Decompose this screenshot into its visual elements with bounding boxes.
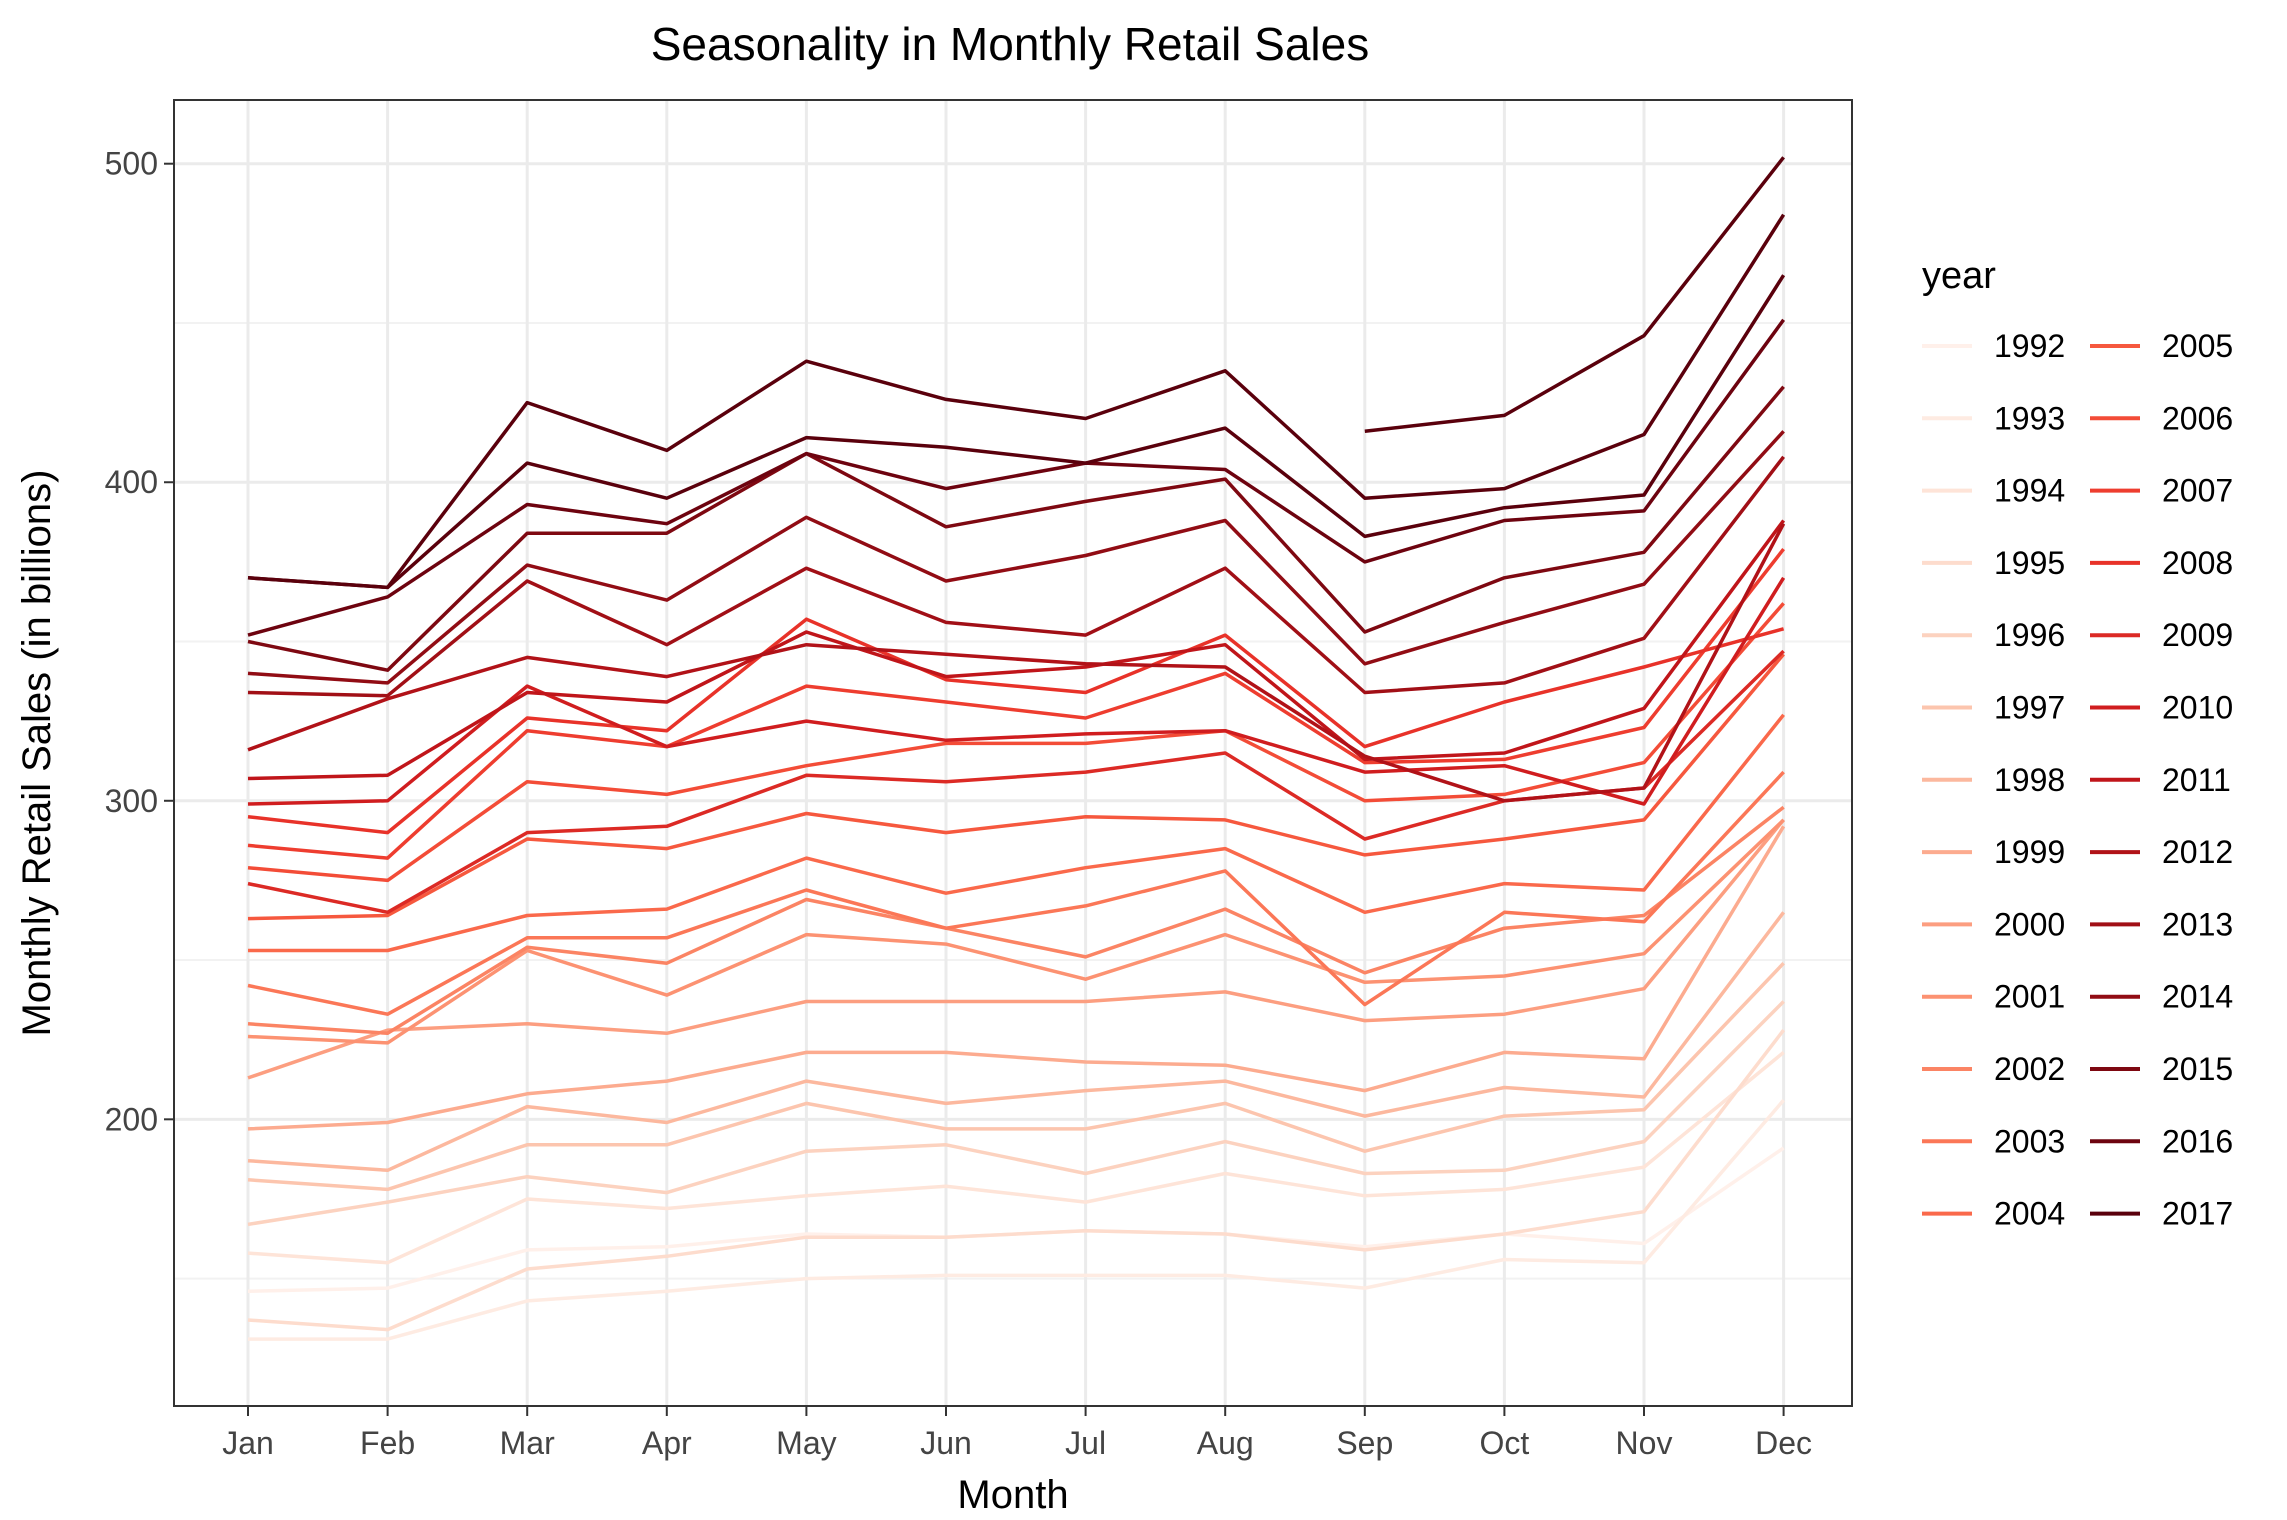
series-line-1996 <box>247 1000 1785 1227</box>
legend-label-2017: 2017 <box>2162 1196 2233 1232</box>
series-line-2007 <box>247 548 1785 860</box>
legend-title: year <box>1922 255 1996 297</box>
x-tick-label: Nov <box>1616 1425 1673 1461</box>
series-line-2017 <box>247 274 1786 590</box>
legend-label-2016: 2016 <box>2162 1123 2233 1159</box>
legend-label-2011: 2011 <box>2162 762 2231 798</box>
legend-label-2010: 2010 <box>2162 690 2233 726</box>
x-tick-label: Aug <box>1197 1425 1254 1461</box>
axes: 200 300 400 500 Jan Feb Mar Apr May Jun Jul Aug Sep O… <box>105 146 1812 1461</box>
legend-label-1994: 1994 <box>1994 473 2065 509</box>
legend-label-1998: 1998 <box>1994 762 2065 798</box>
x-tick-label: Dec <box>1755 1425 1812 1461</box>
legend-label-2006: 2006 <box>2162 400 2233 436</box>
series-line-2015 <box>247 385 1785 672</box>
legend-label-1995: 1995 <box>1994 545 2065 581</box>
legend-label-2007: 2007 <box>2162 473 2233 509</box>
series-line-2003 <box>247 770 1785 1016</box>
x-tick-label: May <box>776 1425 836 1461</box>
series-line-2001 <box>247 818 1785 1045</box>
x-tick-label: Apr <box>642 1425 692 1461</box>
series-line-2006 <box>247 602 1785 883</box>
x-axis-title: Month <box>957 1473 1068 1517</box>
series-line-2008 <box>247 617 1785 835</box>
legend-label-1992: 1992 <box>1994 328 2065 364</box>
legend-label-2004: 2004 <box>1994 1196 2065 1232</box>
legend-label-2014: 2014 <box>2162 979 2233 1015</box>
series-line-2013 <box>247 455 1785 698</box>
series-line-extra-27 <box>1364 156 1785 434</box>
series-lines <box>247 156 1786 1341</box>
series-line-extra-26 <box>247 213 1786 590</box>
series-line-1998 <box>247 911 1785 1173</box>
series-line-1999 <box>247 825 1786 1131</box>
plot-panel <box>173 99 1853 1407</box>
series-line-1993 <box>248 1099 1785 1341</box>
x-tick-label: Mar <box>500 1425 555 1461</box>
legend-label-1999: 1999 <box>1994 834 2065 870</box>
series-line-2002 <box>247 805 1785 1036</box>
x-tick-label: Feb <box>360 1425 415 1461</box>
series-line-2016 <box>247 318 1786 637</box>
legend-label-1996: 1996 <box>1994 617 2065 653</box>
series-line-2005 <box>247 653 1785 921</box>
x-tick-label: Oct <box>1480 1425 1530 1461</box>
x-tick-label: Sep <box>1336 1425 1393 1461</box>
legend-label-1997: 1997 <box>1994 690 2065 726</box>
x-tick-label: Jun <box>920 1425 972 1461</box>
legend-label-2008: 2008 <box>2162 545 2233 581</box>
series-line-2004 <box>248 713 1785 953</box>
y-tick-label: 400 <box>105 464 158 500</box>
legend-label-2009: 2009 <box>2162 617 2233 653</box>
x-tick-label: Jan <box>222 1425 274 1461</box>
legend-label-2003: 2003 <box>1994 1123 2065 1159</box>
series-line-2000 <box>247 818 1785 1080</box>
legend: 1992 1993 1994 1995 1996 1997 1998 1999 2000 2001… <box>1922 328 2233 1232</box>
legend-label-2001: 2001 <box>1994 979 2065 1015</box>
series-line-2014 <box>247 430 1785 685</box>
y-tick-label: 200 <box>105 1101 158 1137</box>
series-line-1995 <box>247 1029 1785 1332</box>
x-tick-label: Jul <box>1065 1425 1106 1461</box>
series-line-1994 <box>247 1051 1785 1265</box>
series-line-2011 <box>247 519 1786 781</box>
legend-label-2005: 2005 <box>2162 328 2233 364</box>
chart-title: Seasonality in Monthly Retail Sales <box>651 18 1369 70</box>
series-line-1997 <box>247 961 1785 1192</box>
legend-label-2015: 2015 <box>2162 1051 2233 1087</box>
series-line-2012 <box>247 522 1786 803</box>
legend-label-2013: 2013 <box>2162 906 2233 942</box>
legend-label-1993: 1993 <box>1994 400 2065 436</box>
legend-label-2012: 2012 <box>2162 834 2233 870</box>
y-tick-label: 500 <box>105 146 158 182</box>
legend-label-2000: 2000 <box>1994 906 2065 942</box>
y-axis-title: Monthly Retail Sales (in billions) <box>15 470 59 1037</box>
legend-label-2002: 2002 <box>1994 1051 2065 1087</box>
y-tick-label: 300 <box>105 783 158 819</box>
